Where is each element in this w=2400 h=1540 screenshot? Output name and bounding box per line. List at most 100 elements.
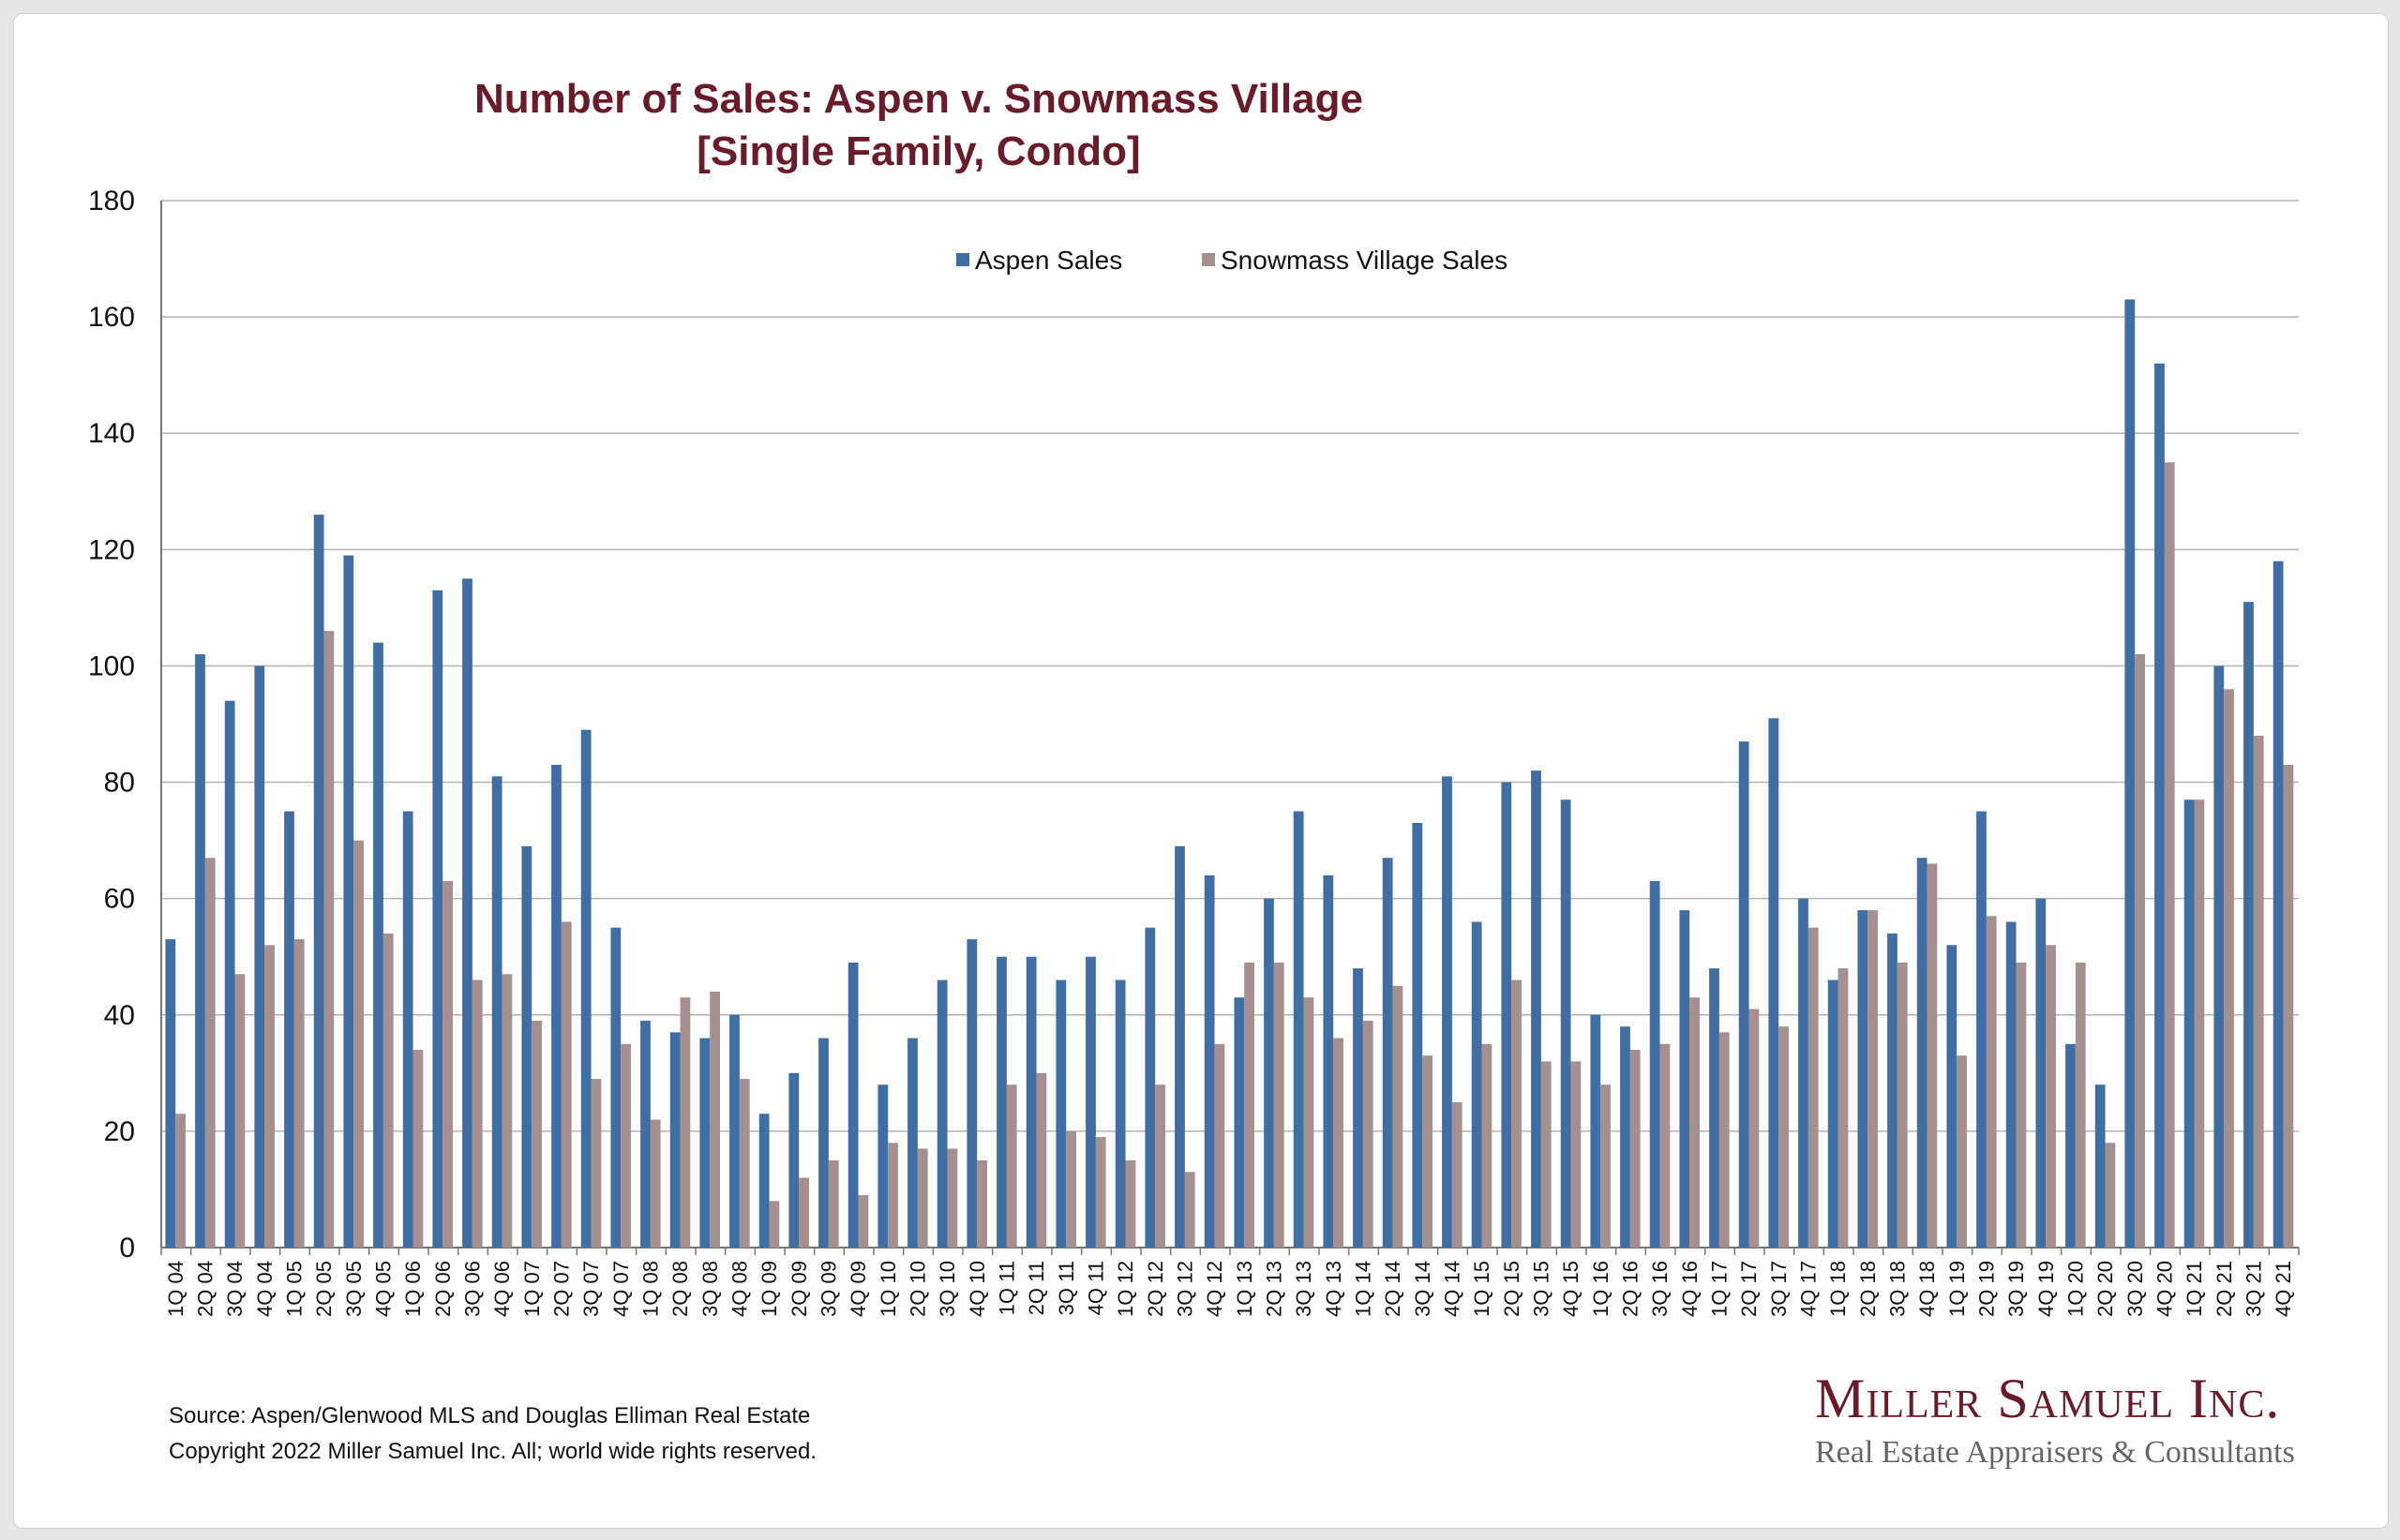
bar-aspen: [848, 962, 859, 1248]
bar-aspen: [1323, 875, 1334, 1248]
x-tick-label: 1Q 11: [996, 1261, 1019, 1315]
x-tick-label: 1Q 07: [520, 1261, 544, 1317]
y-tick-label: 120: [88, 534, 135, 565]
bar-aspen: [669, 1032, 681, 1248]
x-tick-label: 3Q 18: [1886, 1261, 1910, 1317]
bar-snowmass: [769, 1201, 780, 1248]
copyright-text: Copyright 2022 Miller Samuel Inc. All; w…: [169, 1439, 817, 1464]
bar-aspen: [1086, 956, 1096, 1248]
y-tick-label: 40: [104, 1000, 135, 1031]
bar-aspen: [1264, 898, 1274, 1248]
bar-snowmass: [1451, 1101, 1462, 1248]
x-axis-ticks: 1Q 04 2Q 04 3Q 04 4Q 04 1Q 05 2Q 05 3Q 05 4Q 05…: [160, 1248, 2300, 1317]
x-tick-label: 1Q 13: [1233, 1261, 1256, 1317]
bar-snowmass: [2016, 962, 2027, 1248]
x-tick-label: 2Q 18: [1856, 1261, 1880, 1317]
x-tick-label: 2Q 19: [1975, 1261, 1999, 1317]
y-tick-label: 100: [88, 650, 135, 681]
x-tick-label: 1Q 16: [1589, 1261, 1612, 1317]
bar-snowmass: [1155, 1084, 1165, 1248]
bar-aspen: [1293, 811, 1304, 1248]
bar-aspen: [1916, 858, 1928, 1248]
bar-aspen: [1442, 776, 1452, 1248]
bar-snowmass: [1540, 1061, 1552, 1248]
bar-snowmass: [1422, 1055, 1432, 1248]
bar-aspen: [254, 665, 265, 1248]
bar-aspen: [1204, 875, 1215, 1248]
bar-snowmass: [2164, 462, 2175, 1248]
bar-aspen: [2272, 561, 2284, 1248]
chart-frame: [13, 13, 2389, 1529]
bar-snowmass: [382, 933, 394, 1248]
bar-snowmass: [1036, 1072, 1047, 1248]
bar-aspen: [1827, 979, 1838, 1248]
bar-snowmass: [264, 945, 275, 1248]
x-tick-label: 4Q 07: [609, 1261, 633, 1317]
bar-snowmass: [1748, 1009, 1760, 1248]
bar-aspen: [1679, 910, 1690, 1248]
bar-snowmass: [858, 1195, 869, 1248]
y-tick-label: 80: [104, 768, 135, 799]
bar-snowmass: [1689, 997, 1700, 1248]
bar-aspen: [1709, 968, 1719, 1248]
x-tick-label: 2Q 10: [907, 1261, 930, 1317]
bar-aspen: [1590, 1014, 1601, 1248]
bars: [165, 299, 2294, 1248]
x-tick-label: 1Q 15: [1470, 1261, 1493, 1317]
bar-snowmass: [917, 1148, 928, 1248]
x-tick-label: 2Q 16: [1619, 1261, 1642, 1317]
bar-aspen: [997, 956, 1007, 1248]
bar-snowmass: [1244, 962, 1254, 1248]
bar-snowmass: [1214, 1043, 1225, 1248]
x-tick-label: 4Q 21: [2272, 1261, 2295, 1317]
bar-aspen: [2094, 1084, 2106, 1248]
x-tick-label: 3Q 20: [2123, 1261, 2147, 1317]
x-tick-label: 1Q 09: [758, 1261, 781, 1317]
bar-snowmass: [1868, 910, 1878, 1248]
x-tick-label: 2Q 15: [1500, 1261, 1523, 1317]
chart-title-line2: [Single Family, Condo]: [697, 128, 1141, 174]
x-tick-label: 1Q 12: [1114, 1261, 1137, 1317]
bar-snowmass: [502, 974, 513, 1248]
x-tick-label: 3Q 08: [698, 1261, 722, 1317]
x-tick-label: 4Q 11: [1085, 1261, 1108, 1315]
x-tick-label: 4Q 19: [2034, 1261, 2058, 1317]
x-tick-label: 2Q 06: [431, 1261, 455, 1317]
x-tick-label: 1Q 20: [2064, 1261, 2088, 1317]
legend: Aspen Sales Snowmass Village Sales: [956, 246, 1508, 275]
bar-aspen: [1501, 782, 1512, 1248]
bar-aspen: [195, 654, 205, 1248]
x-tick-label: 4Q 09: [847, 1261, 870, 1317]
x-tick-label: 2Q 11: [1025, 1261, 1048, 1315]
bar-snowmass: [621, 1043, 631, 1248]
bar-aspen: [2124, 299, 2136, 1248]
x-tick-label: 3Q 06: [461, 1261, 485, 1317]
bar-aspen: [1145, 927, 1156, 1248]
bar-aspen: [491, 776, 502, 1248]
bar-snowmass: [293, 939, 305, 1248]
bar-aspen: [1056, 979, 1067, 1248]
x-tick-label: 3Q 15: [1530, 1261, 1553, 1317]
x-tick-label: 2Q 09: [788, 1261, 811, 1317]
bar-snowmass: [204, 858, 216, 1248]
x-tick-label: 3Q 16: [1648, 1261, 1672, 1317]
y-tick-label: 0: [119, 1233, 135, 1263]
bar-snowmass: [1095, 1137, 1106, 1248]
x-tick-label: 4Q 08: [728, 1261, 752, 1317]
bar-snowmass: [1659, 1043, 1671, 1248]
x-tick-label: 1Q 06: [401, 1261, 425, 1317]
legend-swatch-snowmass: [1202, 253, 1215, 266]
bar-aspen: [1471, 921, 1482, 1248]
bar-aspen: [2154, 363, 2165, 1248]
bar-snowmass: [2283, 764, 2294, 1248]
bar-snowmass: [799, 1177, 809, 1248]
bar-aspen: [1620, 1026, 1630, 1248]
bar-aspen: [1353, 968, 1363, 1248]
bar-aspen: [1412, 822, 1423, 1248]
x-tick-label: 4Q 05: [372, 1261, 396, 1317]
source-note: Source: Aspen/Glenwood MLS and Douglas E…: [169, 1398, 817, 1470]
x-tick-label: 1Q 04: [164, 1261, 188, 1317]
bar-snowmass: [828, 1159, 839, 1248]
bar-snowmass: [2046, 945, 2056, 1248]
